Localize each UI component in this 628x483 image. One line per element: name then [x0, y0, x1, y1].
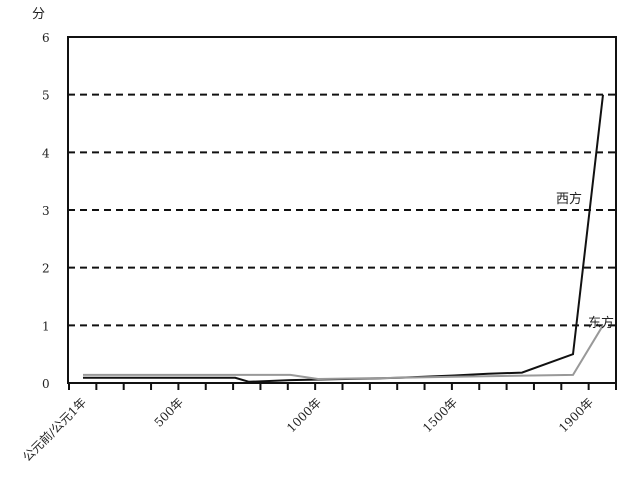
- y-tick-label: 2: [42, 262, 50, 276]
- x-tick-label: 1900年: [556, 395, 596, 435]
- y-tick-label: 6: [42, 31, 50, 45]
- series-label-east: 东方: [588, 315, 614, 331]
- x-tick-label: 1500年: [420, 395, 460, 435]
- series-label-west: 西方: [556, 191, 582, 207]
- y-tick-label: 1: [42, 319, 50, 333]
- series-line-west: [83, 95, 603, 382]
- x-tick-label: 1000年: [284, 395, 324, 435]
- x-tick-label: 500年: [152, 395, 187, 430]
- y-tick-label: 5: [42, 89, 50, 103]
- y-tick-label: 0: [42, 377, 50, 391]
- plot-frame: [68, 37, 616, 383]
- y-tick-label: 4: [42, 146, 50, 160]
- x-tick-label: 公元前/公元1年: [19, 395, 89, 465]
- y-tick-label: 3: [42, 204, 50, 218]
- y-axis-label: 分: [32, 7, 45, 22]
